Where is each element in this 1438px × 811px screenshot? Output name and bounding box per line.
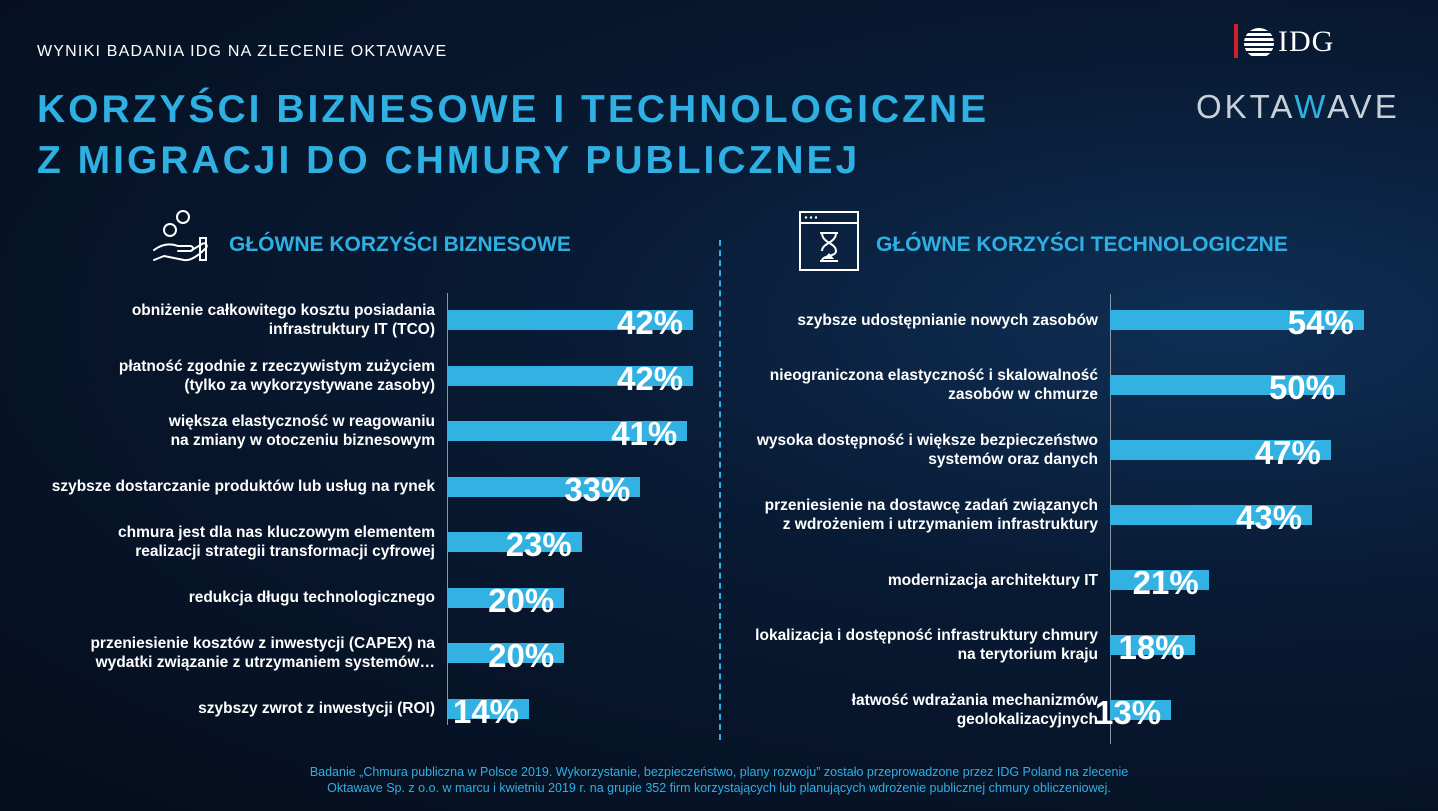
business-label-4: chmura jest dla nas kluczowym elementem r… bbox=[0, 523, 435, 561]
tech-label-5: lokalizacja i dostępność infrastruktury … bbox=[718, 626, 1098, 664]
footnote-line1: Badanie „Chmura publiczna w Polsce 2019.… bbox=[309, 765, 1129, 779]
business-label-5-line-0: redukcja długu technologicznego bbox=[188, 589, 435, 606]
business-label-1-line-0: płatność zgodnie z rzeczywistym zużyciem bbox=[118, 357, 435, 375]
business-label-6-line-0: przeniesienie kosztów z inwestycji (CAPE… bbox=[90, 635, 435, 652]
business-bar-5 bbox=[447, 587, 565, 608]
business-bar-0 bbox=[447, 310, 694, 330]
tech-label-1-line-0: nieograniczona elastyczność i skalowalno… bbox=[769, 367, 1098, 384]
tech-label-3: przeniesienie na dostawcę zadań związany… bbox=[718, 496, 1098, 534]
business-label-1-line-1: (tylko za wykorzystywane zasoby) bbox=[184, 376, 435, 394]
business-value-1: 42% bbox=[617, 359, 684, 397]
business-bar-6 bbox=[447, 643, 565, 663]
survey-footnote: Badanie „Chmura publiczna w Polsce 2019.… bbox=[0, 764, 1438, 796]
business-value-3: 33% bbox=[564, 470, 631, 508]
business-label-3-line-0: szybsze dostarczanie produktów lub usług… bbox=[51, 478, 435, 495]
tech-bar-6 bbox=[1110, 700, 1172, 720]
business-label-7: szybszy zwrot z inwestycji (ROI) bbox=[0, 699, 435, 718]
page-title-line1: KORZYŚCI BIZNESOWE I TECHNOLOGICZNE bbox=[37, 88, 990, 131]
tech-value-3: 43% bbox=[1236, 499, 1303, 536]
tech-value-5: 18% bbox=[1118, 629, 1185, 666]
business-label-6-line-1: wydatki związanie z utrzymaniem systemów… bbox=[95, 654, 435, 671]
tech-value-0: 54% bbox=[1287, 304, 1354, 341]
idg-logo: IDG bbox=[1234, 22, 1364, 66]
tech-value-2: 47% bbox=[1254, 434, 1321, 471]
section-divider bbox=[719, 240, 721, 740]
page-title-line2: Z MIGRACJI DO CHMURY PUBLICZNEJ bbox=[37, 139, 861, 182]
idg-logo-red-bar bbox=[1234, 24, 1238, 58]
idg-logo-text: IDG bbox=[1278, 25, 1335, 58]
tech-label-6-line-0: łatwość wdrażania mechanizmów bbox=[851, 692, 1098, 709]
business-bar-2 bbox=[447, 421, 688, 441]
business-benefits-heading: GŁÓWNE KORZYŚCI BIZNESOWE bbox=[229, 233, 571, 256]
business-value-6: 20% bbox=[488, 637, 555, 674]
business-bar-7 bbox=[447, 698, 530, 719]
tech-label-3-line-1: z wdrożeniem i utrzymaniem infrastruktur… bbox=[782, 516, 1098, 533]
tech-bar-4 bbox=[1110, 570, 1209, 590]
business-value-5: 20% bbox=[488, 581, 555, 619]
oktawave-logo: OKTAWAVE bbox=[1196, 88, 1400, 126]
tech-bar-1 bbox=[1110, 375, 1345, 395]
oktawave-logo-part2: AVE bbox=[1327, 88, 1400, 125]
footnote-line2: Oktawave Sp. z o.o. w marcu i kwietniu 2… bbox=[327, 781, 1111, 795]
business-label-6: przeniesienie kosztów z inwestycji (CAPE… bbox=[0, 634, 435, 672]
tech-bar-3 bbox=[1110, 505, 1313, 525]
business-bar-1 bbox=[447, 365, 694, 386]
tech-label-0-line-0: szybsze udostępnianie nowych zasobów bbox=[797, 311, 1098, 329]
business-label-0: obniżenie całkowitego kosztu posiadania i… bbox=[0, 301, 435, 339]
business-label-7-line-0: szybszy zwrot z inwestycji (ROI) bbox=[198, 700, 435, 717]
business-bar-4 bbox=[447, 532, 582, 552]
business-label-0-line-0: obniżenie całkowitego kosztu posiadania bbox=[131, 302, 435, 319]
tech-label-6: łatwość wdrażania mechanizmów geolokaliza… bbox=[718, 691, 1098, 729]
business-label-1: płatność zgodnie z rzeczywistym zużyciem… bbox=[0, 357, 435, 395]
business-value-2: 41% bbox=[611, 415, 678, 452]
tech-label-2-line-1: systemów oraz danych bbox=[928, 451, 1098, 468]
report-subtitle: WYNIKI BADANIA IDG NA ZLECENIE OKTAWAVE bbox=[37, 43, 448, 60]
hourglass-window-icon bbox=[799, 211, 859, 271]
tech-bar-5 bbox=[1110, 635, 1195, 655]
business-value-7: 14% bbox=[452, 692, 520, 730]
business-axis bbox=[447, 293, 448, 725]
business-label-2: większa elastyczność w reagowaniu na zmia… bbox=[0, 412, 435, 450]
oktawave-logo-part1: OKTA bbox=[1196, 88, 1295, 125]
tech-value-4: 21% bbox=[1132, 564, 1199, 601]
tech-value-6: 13% bbox=[1095, 694, 1162, 731]
tech-value-1: 50% bbox=[1268, 369, 1335, 406]
business-label-5: redukcja długu technologicznego bbox=[0, 588, 435, 607]
hand-coins-icon bbox=[153, 210, 208, 262]
business-value-0: 42% bbox=[617, 304, 684, 341]
business-label-3: szybsze dostarczanie produktów lub usług… bbox=[0, 477, 435, 496]
business-value-4: 23% bbox=[505, 526, 572, 563]
tech-label-5-line-0: lokalizacja i dostępność infrastruktury … bbox=[755, 627, 1098, 644]
business-label-2-line-0: większa elastyczność w reagowaniu bbox=[168, 413, 435, 430]
tech-label-5-line-1: na terytorium kraju bbox=[957, 646, 1098, 663]
tech-label-3-line-0: przeniesienie na dostawcę zadań związany… bbox=[764, 497, 1098, 514]
business-bar-3 bbox=[447, 476, 641, 497]
tech-label-2-line-0: wysoka dostępność i większe bezpieczeńst… bbox=[756, 432, 1098, 449]
tech-label-4-line-0: modernizacja architektury IT bbox=[887, 571, 1098, 589]
tech-label-2: wysoka dostępność i większe bezpieczeńst… bbox=[718, 431, 1098, 469]
tech-label-1-line-1: zasobów w chmurze bbox=[948, 386, 1098, 403]
tech-label-4: modernizacja architektury IT bbox=[718, 571, 1098, 590]
tech-label-0: szybsze udostępnianie nowych zasobów bbox=[718, 311, 1098, 330]
business-label-0-line-1: infrastruktury IT (TCO) bbox=[268, 321, 435, 338]
tech-benefits-heading: GŁÓWNE KORZYŚCI TECHNOLOGICZNE bbox=[876, 233, 1288, 256]
tech-bar-2 bbox=[1110, 440, 1331, 460]
idg-globe-icon bbox=[1244, 28, 1274, 58]
business-label-4-line-0: chmura jest dla nas kluczowym elementem bbox=[117, 524, 435, 541]
business-label-4-line-1: realizacji strategii transformacji cyfro… bbox=[135, 543, 435, 560]
tech-bar-0 bbox=[1110, 310, 1364, 330]
business-label-2-line-1: na zmiany w otoczeniu biznesowym bbox=[170, 432, 435, 449]
oktawave-logo-accent: W bbox=[1294, 88, 1328, 125]
tech-label-1: nieograniczona elastyczność i skalowalno… bbox=[718, 366, 1098, 404]
tech-label-6-line-1: geolokalizacyjnych bbox=[956, 711, 1098, 728]
